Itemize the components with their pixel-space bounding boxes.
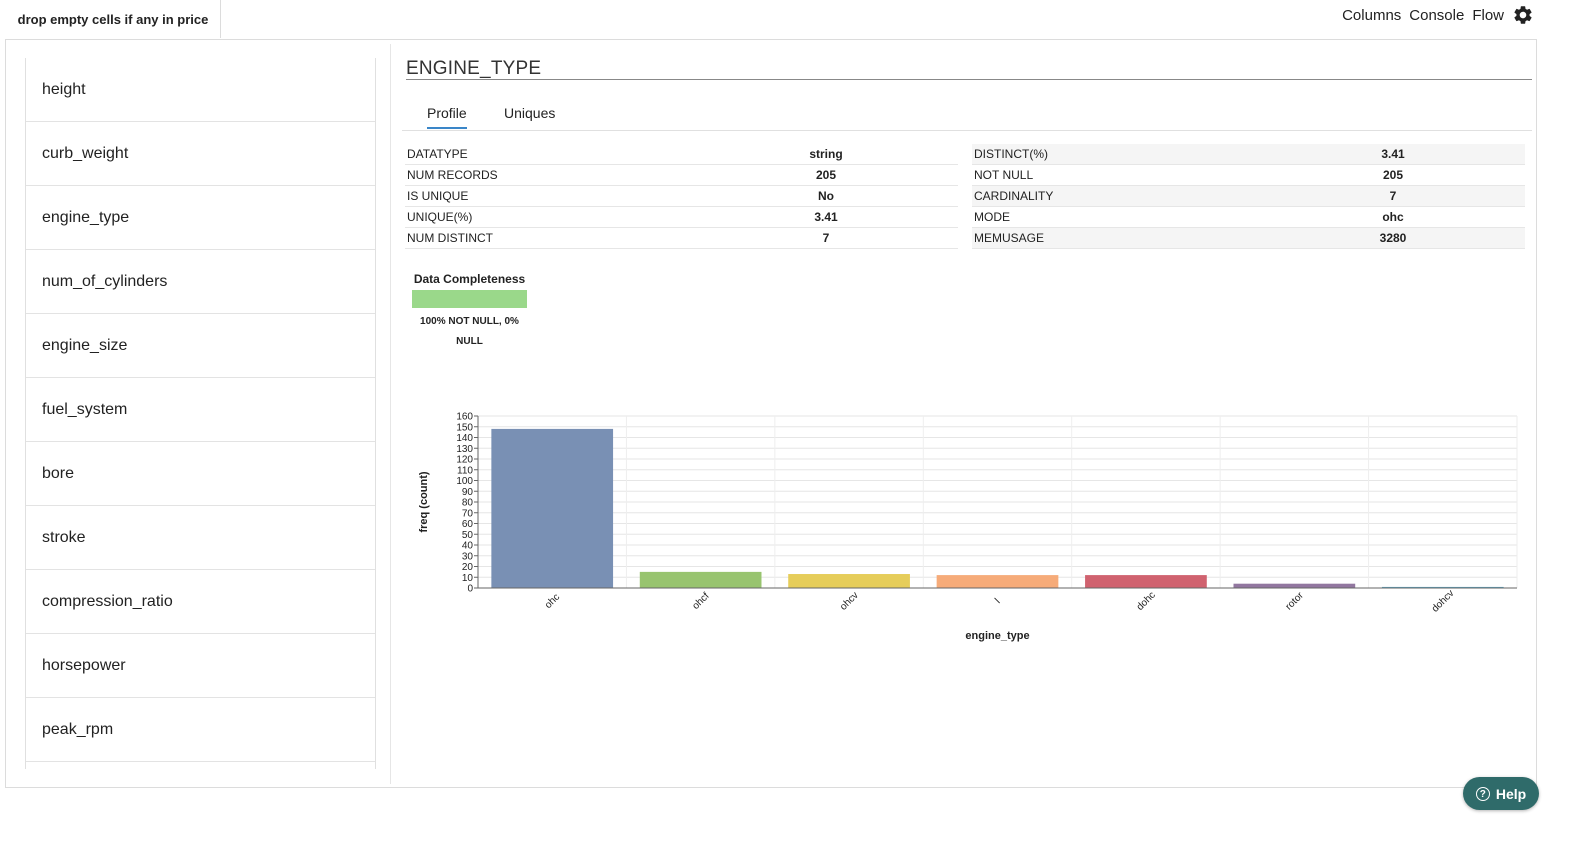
stat-row: DISTINCT(%) 3.41 <box>972 144 1525 165</box>
column-item-engine-type[interactable]: engine_type <box>26 186 375 250</box>
completeness-title: Data Completeness <box>413 272 526 286</box>
x-tick-label: dohcv <box>1430 588 1457 615</box>
top-bar: drop empty cells if any in price Columns… <box>0 0 1572 40</box>
column-item-height[interactable]: height <box>26 58 375 122</box>
column-list: height curb_weight engine_type num_of_cy… <box>25 58 376 769</box>
x-tick-label: ohcf <box>690 591 711 612</box>
y-tick-label: 30 <box>462 551 474 562</box>
tab-uniques[interactable]: Uniques <box>504 105 556 121</box>
stats-table-right: DISTINCT(%) 3.41 NOT NULL 205 CARDINALITY 7… <box>972 144 1525 249</box>
y-tick-label: 20 <box>462 562 474 573</box>
column-item-stroke[interactable]: stroke <box>26 506 375 570</box>
bar <box>1381 586 1504 588</box>
y-tick-label: 0 <box>467 584 473 595</box>
stat-label: MEMUSAGE <box>972 227 1261 249</box>
main-frame <box>5 39 1537 788</box>
y-tick-label: 120 <box>456 455 473 466</box>
stat-value: 7 <box>694 227 958 249</box>
column-item-bore[interactable]: bore <box>26 442 375 506</box>
stat-value: 3280 <box>1261 227 1525 249</box>
y-tick-label: 10 <box>462 573 474 584</box>
flow-link[interactable]: Flow <box>1472 6 1504 24</box>
frequency-bar-chart: 0102030405060708090100110120130140150160… <box>418 412 1518 642</box>
column-item-curb-weight[interactable]: curb_weight <box>26 122 375 186</box>
columns-link[interactable]: Columns <box>1342 6 1402 24</box>
stat-row: DATATYPE string <box>405 144 958 165</box>
help-label: Help <box>1495 785 1527 802</box>
x-tick-label: ohc <box>543 592 562 611</box>
stat-value: string <box>694 144 958 165</box>
y-tick-label: 150 <box>456 422 473 433</box>
x-tick-label: rotor <box>1284 590 1307 613</box>
stat-row: UNIQUE(%) 3.41 <box>405 206 958 228</box>
column-item-compression-ratio[interactable]: compression_ratio <box>26 570 375 634</box>
bar <box>491 428 614 588</box>
column-item-horsepower[interactable]: horsepower <box>26 634 375 698</box>
gear-icon[interactable] <box>1512 4 1534 26</box>
y-tick-label: 40 <box>462 541 474 552</box>
y-tick-label: 100 <box>456 476 473 487</box>
console-link[interactable]: Console <box>1409 6 1465 24</box>
stat-value: 3.41 <box>694 206 958 228</box>
stat-label: IS UNIQUE <box>405 185 694 207</box>
x-tick-label: l <box>993 597 1002 606</box>
y-tick-label: 90 <box>462 487 474 498</box>
stat-row: IS UNIQUE No <box>405 185 958 207</box>
profile-tabs: Profile Uniques <box>402 100 1532 131</box>
stat-value: 205 <box>1261 164 1525 186</box>
stat-value: 205 <box>694 164 958 186</box>
help-button[interactable]: ? Help <box>1463 777 1539 810</box>
stat-value: ohc <box>1261 206 1525 228</box>
stat-row: NOT NULL 205 <box>972 164 1525 186</box>
stat-row: MEMUSAGE 3280 <box>972 227 1525 249</box>
stat-label: UNIQUE(%) <box>405 206 694 228</box>
completeness-bar <box>412 290 527 308</box>
y-axis-label: freq (count) <box>418 471 430 532</box>
stat-row: MODE ohc <box>972 206 1525 228</box>
stat-label: DATATYPE <box>405 144 694 165</box>
stat-label: NUM DISTINCT <box>405 227 694 249</box>
stat-label: DISTINCT(%) <box>972 144 1261 165</box>
stat-row: NUM DISTINCT 7 <box>405 227 958 249</box>
y-tick-label: 50 <box>462 530 474 541</box>
bar <box>1233 583 1356 588</box>
stats-table-left: DATATYPE string NUM RECORDS 205 IS UNIQUE N… <box>405 144 958 249</box>
y-tick-label: 110 <box>457 465 473 476</box>
x-axis-label: engine_type <box>965 630 1029 642</box>
bar <box>1085 575 1207 588</box>
panel-divider <box>390 44 391 784</box>
x-tick-label: ohcv <box>838 590 861 613</box>
stat-label: MODE <box>972 206 1261 228</box>
stat-label: NOT NULL <box>972 164 1261 186</box>
column-item-fuel-system[interactable]: fuel_system <box>26 378 375 442</box>
stat-value: 7 <box>1261 185 1525 207</box>
y-tick-label: 80 <box>462 498 474 509</box>
stat-row: CARDINALITY 7 <box>972 185 1525 207</box>
column-item-num-of-cylinders[interactable]: num_of_cylinders <box>26 250 375 314</box>
tab-profile[interactable]: Profile <box>427 105 467 129</box>
stat-row: NUM RECORDS 205 <box>405 164 958 186</box>
stat-label: CARDINALITY <box>972 185 1261 207</box>
top-links: Columns Console Flow <box>1342 2 1534 28</box>
y-tick-label: 140 <box>456 433 473 444</box>
help-icon: ? <box>1475 786 1490 801</box>
x-tick-label: dohc <box>1135 590 1158 613</box>
step-tab[interactable]: drop empty cells if any in price <box>6 0 221 38</box>
column-item-engine-size[interactable]: engine_size <box>26 314 375 378</box>
bar <box>936 575 1059 588</box>
y-tick-label: 60 <box>462 519 474 530</box>
stat-label: NUM RECORDS <box>405 164 694 186</box>
stat-value: No <box>694 185 958 207</box>
y-tick-label: 70 <box>462 508 474 519</box>
column-item-peak-rpm[interactable]: peak_rpm <box>26 698 375 762</box>
completeness-label: 100% NOT NULL, 0% NULL <box>420 316 519 347</box>
y-tick-label: 130 <box>456 444 473 455</box>
bar <box>788 574 910 588</box>
bar <box>639 571 762 588</box>
y-tick-label: 160 <box>456 412 473 423</box>
column-title: ENGINE_TYPE <box>406 58 1532 80</box>
stat-value: 3.41 <box>1261 144 1525 165</box>
